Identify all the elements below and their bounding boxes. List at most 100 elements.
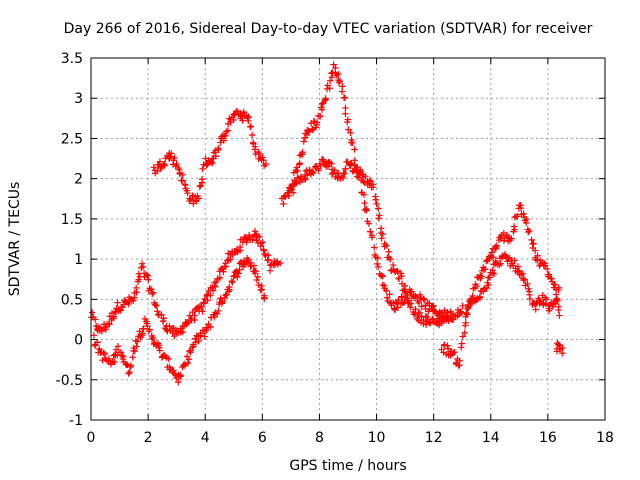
data-point <box>360 191 368 198</box>
data-point <box>481 266 489 273</box>
data-point <box>200 299 207 306</box>
data-point <box>251 146 259 153</box>
data-point <box>247 123 254 130</box>
data-point <box>302 176 309 183</box>
data-point <box>389 261 397 269</box>
data-point <box>361 199 368 207</box>
data-point <box>407 304 414 311</box>
data-point <box>555 284 562 291</box>
data-point <box>140 325 147 332</box>
data-point <box>184 359 192 367</box>
data-point <box>368 234 376 241</box>
data-point <box>456 357 463 364</box>
series-track-5 <box>285 156 455 329</box>
data-point <box>222 132 229 139</box>
data-point <box>418 303 425 310</box>
data-point <box>492 257 499 265</box>
data-point <box>212 153 220 160</box>
data-point <box>144 272 151 279</box>
data-point <box>253 276 261 284</box>
data-point <box>378 272 385 279</box>
data-point <box>415 299 423 307</box>
data-point <box>309 125 316 133</box>
data-point <box>180 361 187 368</box>
data-point <box>106 321 113 328</box>
data-point <box>195 195 203 202</box>
data-point <box>401 299 408 306</box>
data-point <box>211 283 219 290</box>
data-point <box>369 181 377 188</box>
data-point <box>459 333 467 340</box>
data-point <box>505 234 512 241</box>
data-point <box>260 247 268 254</box>
data-point <box>412 292 419 300</box>
data-point <box>127 362 135 369</box>
data-point <box>299 149 306 156</box>
data-point <box>139 263 147 271</box>
data-point <box>143 271 150 278</box>
data-point <box>363 207 370 214</box>
data-point <box>514 263 522 270</box>
data-point <box>259 239 266 246</box>
data-point <box>108 309 116 317</box>
data-point <box>119 355 127 363</box>
y-tick-label: 2 <box>74 172 83 188</box>
data-point <box>457 308 464 315</box>
data-point <box>310 169 317 177</box>
data-point <box>315 167 322 174</box>
series-track-8 <box>553 340 566 357</box>
data-point <box>126 363 134 371</box>
x-axis-label: GPS time / hours <box>289 458 406 474</box>
data-point <box>351 162 358 169</box>
data-point <box>508 235 515 242</box>
data-point <box>110 313 118 320</box>
data-point <box>215 307 222 315</box>
data-point <box>473 296 480 303</box>
data-point <box>545 307 553 314</box>
data-point <box>462 319 469 327</box>
data-point <box>187 349 194 356</box>
data-point <box>308 168 316 175</box>
data-point <box>316 113 324 120</box>
x-tick-label: 4 <box>201 430 210 446</box>
data-point <box>344 118 351 126</box>
data-point <box>351 146 358 153</box>
data-point <box>247 263 254 270</box>
data-point <box>216 274 224 282</box>
data-point <box>366 177 374 184</box>
data-point <box>446 309 454 317</box>
data-point <box>362 173 369 180</box>
data-point <box>131 347 139 355</box>
data-point <box>209 159 216 167</box>
y-axis-label: SDTVAR / TECUs <box>7 182 23 297</box>
data-point <box>222 263 230 270</box>
data-point <box>383 287 390 294</box>
data-point <box>372 196 379 203</box>
data-point <box>240 108 247 116</box>
data-point <box>190 343 197 350</box>
data-point <box>542 262 549 269</box>
data-point <box>208 158 215 166</box>
data-point <box>105 355 113 363</box>
data-point <box>335 170 342 177</box>
data-point <box>222 292 229 299</box>
data-point <box>260 157 267 164</box>
data-point <box>497 260 505 267</box>
x-tick-label: 18 <box>596 430 614 446</box>
data-point <box>423 313 431 321</box>
data-point <box>179 177 187 184</box>
data-point <box>551 300 559 307</box>
data-point <box>407 300 415 307</box>
data-point <box>300 138 307 145</box>
data-point <box>328 160 335 167</box>
data-point <box>441 312 448 320</box>
data-point <box>280 200 287 208</box>
data-point <box>261 295 268 302</box>
data-point <box>559 350 566 357</box>
data-point <box>160 315 167 322</box>
data-point <box>375 215 382 222</box>
data-point <box>154 167 161 175</box>
y-tick-label: -0.5 <box>56 373 83 389</box>
data-point <box>412 305 419 313</box>
data-point <box>161 160 168 168</box>
